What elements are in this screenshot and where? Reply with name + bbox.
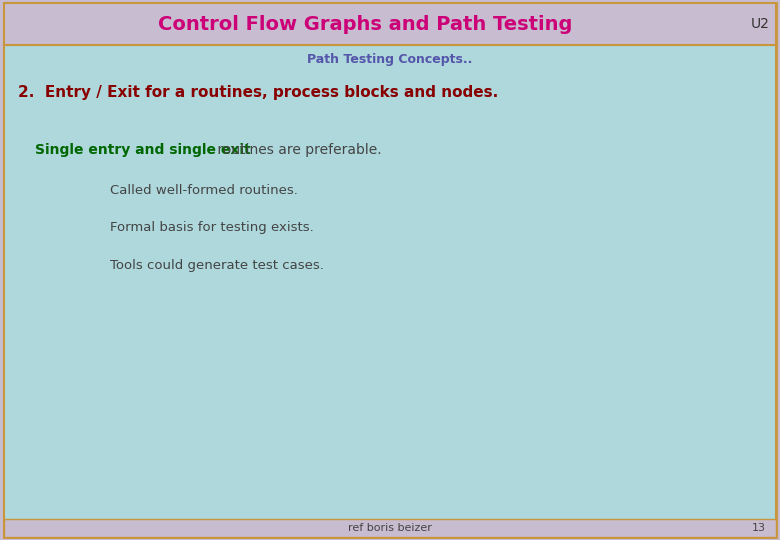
Text: Called well-formed routines.: Called well-formed routines.: [110, 184, 298, 197]
Bar: [4, 3, 776, 45]
Text: U2: U2: [751, 17, 770, 31]
Text: Formal basis for testing exists.: Formal basis for testing exists.: [110, 221, 314, 234]
Bar: [4, 519, 776, 537]
Text: ref boris beizer: ref boris beizer: [348, 523, 432, 533]
Text: routines are preferable.: routines are preferable.: [213, 143, 381, 157]
Text: Single entry and single exit: Single entry and single exit: [35, 143, 250, 157]
Text: Control Flow Graphs and Path Testing: Control Flow Graphs and Path Testing: [158, 15, 573, 33]
Text: Path Testing Concepts..: Path Testing Concepts..: [307, 52, 473, 65]
Text: 2.  Entry / Exit for a routines, process blocks and nodes.: 2. Entry / Exit for a routines, process …: [18, 85, 498, 100]
Text: Tools could generate test cases.: Tools could generate test cases.: [110, 260, 324, 273]
Text: 13: 13: [752, 523, 766, 533]
